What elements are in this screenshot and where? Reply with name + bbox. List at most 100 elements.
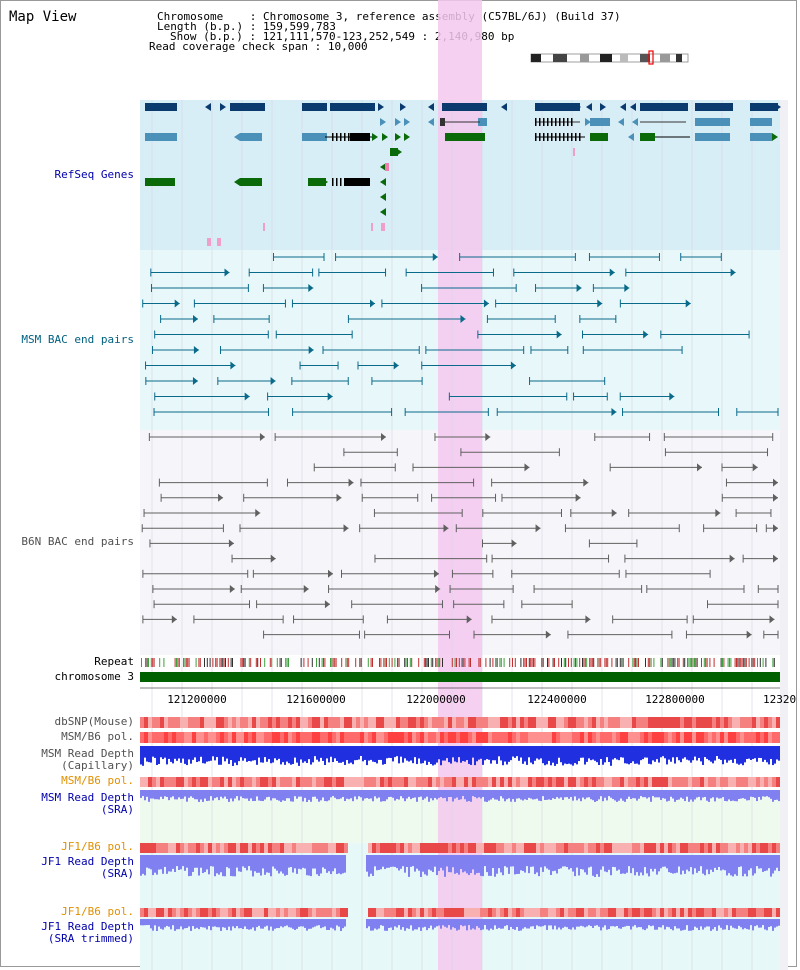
depth-bar bbox=[402, 790, 404, 799]
depth-bar bbox=[508, 855, 510, 874]
heat-cell bbox=[172, 777, 176, 787]
heat-cell bbox=[716, 717, 720, 728]
repeat-element bbox=[489, 658, 491, 667]
depth-bar bbox=[266, 919, 268, 926]
depth-bar bbox=[598, 790, 600, 800]
depth-bar bbox=[630, 855, 632, 874]
depth-bar bbox=[286, 919, 288, 926]
heat-cell bbox=[180, 717, 184, 728]
track-label-jf1-read-depth-trimmed[interactable]: JF1 Read Depth (SRA trimmed) bbox=[41, 920, 134, 945]
depth-bar bbox=[154, 746, 156, 758]
exon-mark bbox=[340, 178, 342, 186]
track-label-chromosome[interactable]: chromosome 3 bbox=[54, 670, 134, 683]
depth-bar bbox=[158, 746, 160, 764]
heat-cell bbox=[356, 717, 360, 728]
heat-cell bbox=[400, 717, 404, 728]
depth-bar bbox=[344, 746, 346, 765]
heat-cell bbox=[564, 777, 568, 787]
heat-cell bbox=[616, 908, 620, 917]
track-label-msm-b6-pol-1[interactable]: MSM/B6 pol. bbox=[61, 730, 134, 743]
track-label-dbsnp[interactable]: dbSNP(Mouse) bbox=[54, 715, 134, 728]
depth-bar bbox=[392, 746, 394, 762]
heat-cell bbox=[216, 843, 220, 853]
depth-bar bbox=[644, 855, 646, 868]
track-label-jf1-b6-pol-1[interactable]: JF1/B6 pol. bbox=[61, 840, 134, 853]
depth-bar bbox=[644, 790, 646, 798]
heat-cell bbox=[424, 777, 428, 787]
refseq-gene-glyphs[interactable] bbox=[145, 103, 781, 246]
depth-bar bbox=[302, 855, 304, 868]
heat-cell bbox=[144, 908, 148, 917]
depth-bar bbox=[768, 855, 770, 869]
depth-bar bbox=[300, 790, 302, 797]
depth-bar bbox=[160, 855, 162, 870]
depth-bar bbox=[470, 746, 472, 765]
heat-cell bbox=[172, 908, 176, 917]
heat-cell bbox=[664, 777, 668, 787]
heat-cell bbox=[676, 717, 680, 728]
polymorphism-heat-strips[interactable] bbox=[140, 717, 780, 917]
repeat-element bbox=[185, 658, 187, 667]
repeat-element bbox=[736, 658, 737, 667]
depth-bar bbox=[622, 790, 624, 801]
track-label-msm-read-depth-capillary[interactable]: MSM Read Depth (Capillary) bbox=[41, 747, 134, 772]
depth-bar bbox=[494, 855, 496, 877]
depth-bar bbox=[554, 919, 556, 926]
msm-bac-glyphs[interactable] bbox=[142, 253, 779, 416]
depth-bar bbox=[692, 746, 694, 761]
depth-bar bbox=[300, 855, 302, 870]
read-depth-histograms[interactable] bbox=[140, 746, 780, 931]
depth-bar bbox=[432, 746, 434, 766]
heat-cell bbox=[712, 843, 716, 853]
repeat-element bbox=[622, 658, 624, 667]
depth-bar bbox=[182, 790, 184, 799]
heat-cell bbox=[660, 777, 664, 787]
depth-bar bbox=[472, 790, 474, 797]
depth-bar bbox=[758, 919, 760, 928]
heat-cell bbox=[420, 908, 424, 917]
depth-bar bbox=[712, 855, 714, 872]
depth-bar bbox=[218, 919, 220, 928]
heat-cell bbox=[752, 717, 756, 728]
heat-cell bbox=[344, 732, 348, 743]
depth-bar bbox=[422, 746, 424, 764]
depth-bar bbox=[180, 919, 182, 927]
depth-bar bbox=[756, 919, 758, 926]
heat-cell bbox=[492, 732, 496, 743]
selected-region-highlight[interactable] bbox=[438, 0, 482, 970]
depth-bar bbox=[296, 919, 298, 929]
heat-cell bbox=[212, 732, 216, 743]
heat-cell bbox=[652, 732, 656, 743]
depth-bar bbox=[148, 855, 150, 869]
depth-bar bbox=[752, 746, 754, 760]
chromosome-ideogram[interactable] bbox=[530, 50, 689, 65]
heat-cell bbox=[192, 732, 196, 743]
depth-bar bbox=[636, 790, 638, 801]
track-label-jf1-b6-pol-2[interactable]: JF1/B6 pol. bbox=[61, 905, 134, 918]
heat-cell bbox=[356, 732, 360, 743]
b6n-bac-glyphs[interactable] bbox=[141, 433, 779, 639]
track-label-msm-b6-pol-2[interactable]: MSM/B6 pol. bbox=[61, 774, 134, 787]
depth-bar bbox=[542, 855, 544, 872]
heat-cell bbox=[600, 777, 604, 787]
track-label-msm-bac[interactable]: MSM BAC end pairs bbox=[21, 333, 134, 346]
repeat-element bbox=[633, 658, 635, 667]
heat-cell bbox=[304, 908, 308, 917]
depth-bar bbox=[744, 855, 746, 874]
depth-bar bbox=[418, 855, 420, 871]
repeat-track-glyphs[interactable] bbox=[141, 658, 775, 667]
track-label-refseq[interactable]: RefSeq Genes bbox=[54, 168, 134, 181]
depth-bar bbox=[318, 790, 320, 802]
track-label-jf1-read-depth-sra[interactable]: JF1 Read Depth (SRA) bbox=[41, 855, 134, 880]
heat-cell bbox=[600, 843, 604, 853]
track-label-msm-read-depth-sra[interactable]: MSM Read Depth (SRA) bbox=[41, 791, 134, 816]
heat-cell bbox=[220, 843, 224, 853]
track-label-b6n-bac[interactable]: B6N BAC end pairs bbox=[21, 535, 134, 548]
depth-bar bbox=[436, 919, 438, 927]
heat-cell bbox=[464, 777, 468, 787]
depth-bar bbox=[716, 746, 718, 757]
depth-bar bbox=[582, 790, 584, 798]
chromosome-bar[interactable] bbox=[140, 672, 780, 682]
track-label-repeat[interactable]: Repeat bbox=[94, 655, 134, 668]
